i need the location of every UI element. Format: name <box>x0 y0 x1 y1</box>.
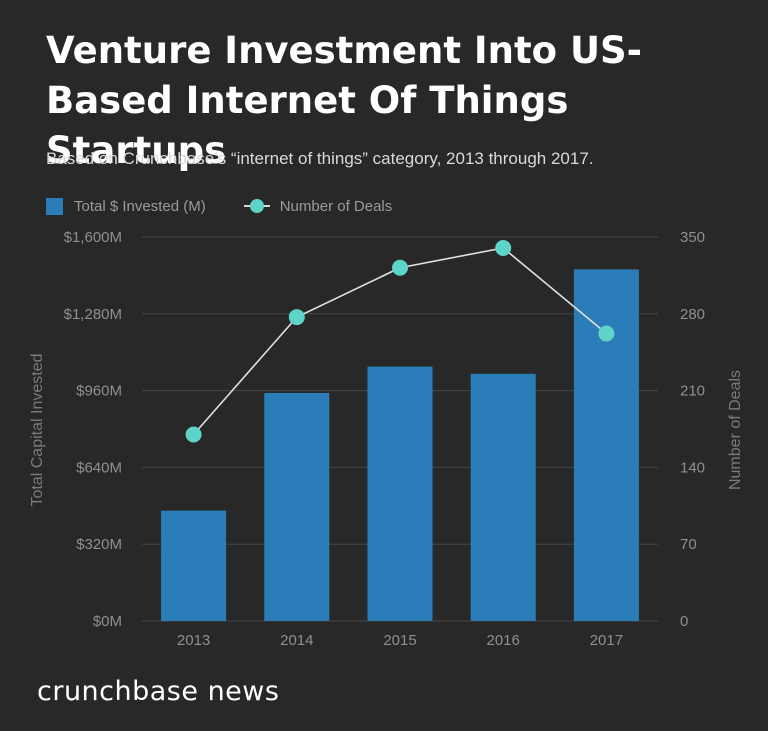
legend-item-deals: Number of Deals <box>243 197 393 215</box>
bar <box>367 366 433 621</box>
legend-line-label: Number of Deals <box>279 197 393 215</box>
x-tick: 2016 <box>487 632 520 649</box>
brand-logo: crunchbase news <box>37 676 280 707</box>
y-tick-right: 0 <box>680 613 688 630</box>
x-tick: 2015 <box>383 632 416 649</box>
deals-point <box>598 325 615 342</box>
y-tick-left: $960M <box>76 383 122 400</box>
legend-bar-label: Total $ Invested (M) <box>74 197 206 215</box>
legend-item-invested: Total $ Invested (M) <box>46 197 206 215</box>
bar <box>264 393 330 621</box>
x-tick: 2014 <box>280 632 313 649</box>
y-tick-left: $0M <box>93 613 122 630</box>
legend-line-swatch <box>243 199 270 213</box>
y-tick-left: $1,280M <box>64 306 122 323</box>
x-tick: 2013 <box>177 632 210 649</box>
y-tick-right: 70 <box>680 536 697 553</box>
chart-title: Venture Investment Into US-Based Interne… <box>46 29 643 172</box>
y-tick-right: 280 <box>680 306 705 323</box>
bar <box>161 510 227 621</box>
legend: Total $ Invested (M) Number of Deals <box>46 196 430 216</box>
y-tick-right: 210 <box>680 383 705 400</box>
deals-line <box>185 239 615 443</box>
y-axis-label-left: Total Capital Invested <box>29 354 46 507</box>
y-tick-left: $320M <box>76 536 122 553</box>
y-tick-right: 140 <box>680 459 705 476</box>
tick-labels: $0M 0 $320M 70 $640M 140 $960M 210 $1,280M 280 $1,… <box>64 229 705 649</box>
deals-point <box>288 309 305 326</box>
legend-bar-swatch <box>46 197 63 215</box>
chart-subtitle: Based on Crunchbase’s “internet of thing… <box>46 149 594 168</box>
bar <box>573 269 639 621</box>
y-axis-label-right: Number of Deals <box>727 370 744 490</box>
bar <box>470 373 536 621</box>
deals-point <box>495 239 512 256</box>
x-tick: 2017 <box>590 632 623 649</box>
bars <box>161 269 639 621</box>
y-tick-left: $640M <box>76 459 122 476</box>
deals-point <box>185 426 202 443</box>
y-tick-left: $1,600M <box>64 229 122 246</box>
deals-point <box>392 259 408 276</box>
y-tick-right: 350 <box>680 229 705 246</box>
